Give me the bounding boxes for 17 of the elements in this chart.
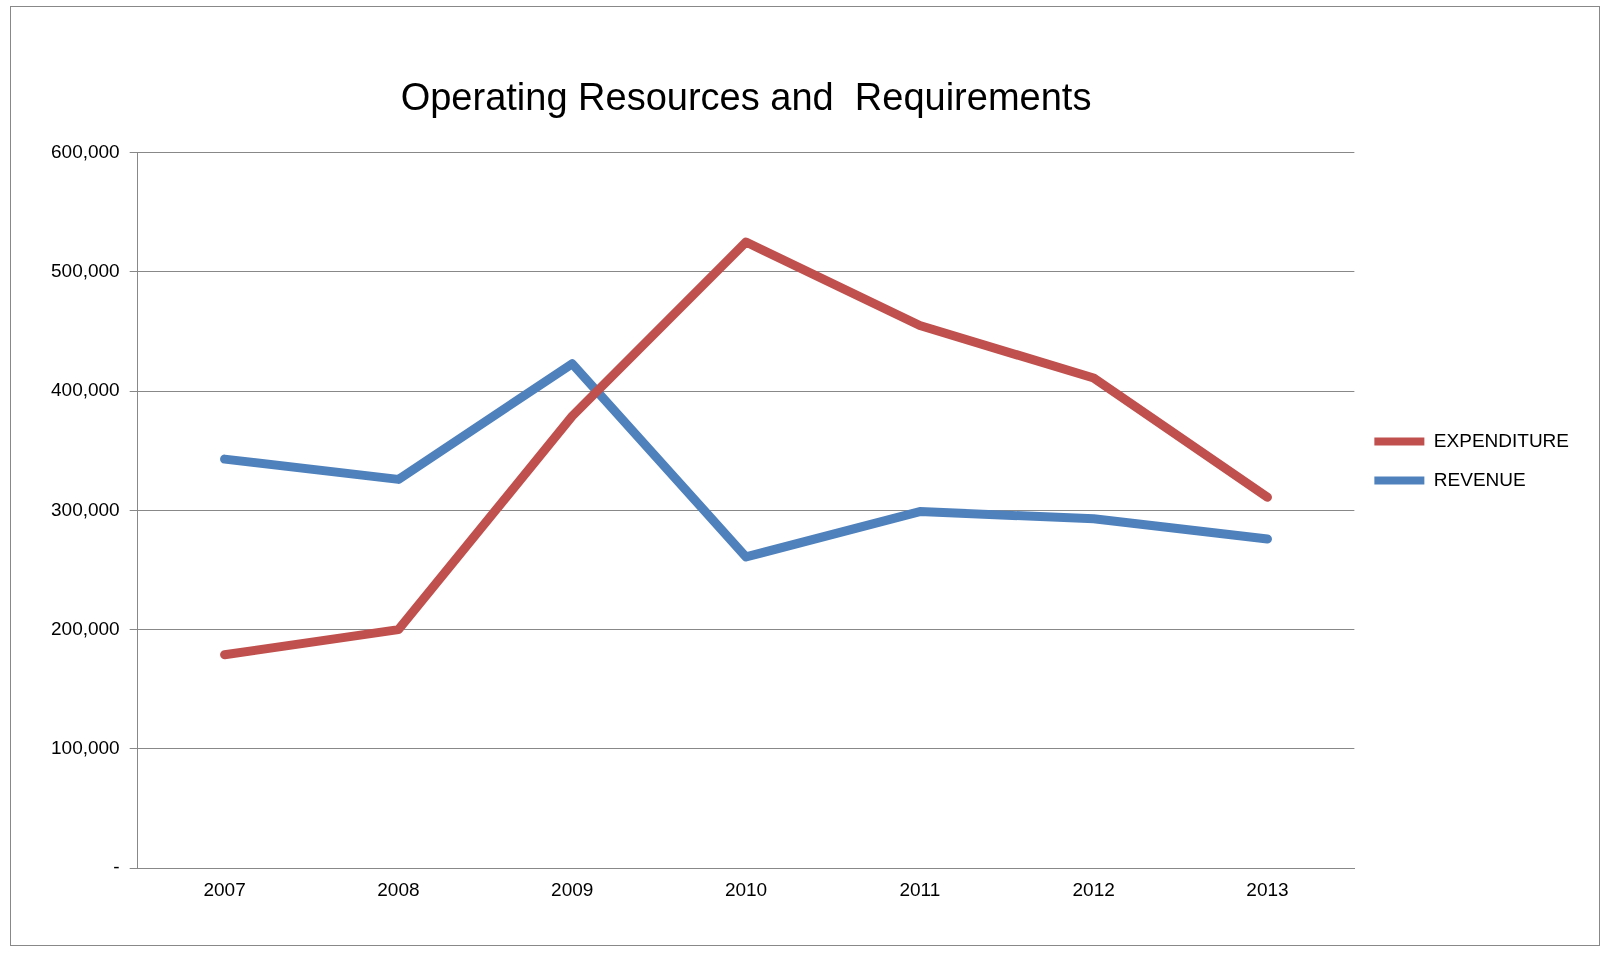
x-tick-label: 2010 xyxy=(724,878,768,900)
x-tick-label: 2012 xyxy=(1072,878,1115,900)
x-tick-label: 2013 xyxy=(1246,878,1289,900)
y-tick-label: 500,000 xyxy=(50,260,120,282)
legend-label: EXPENDITURE xyxy=(1433,429,1570,451)
x-tick-label: 2009 xyxy=(551,878,594,900)
y-tick-label: 100,000 xyxy=(50,737,120,759)
y-tick-label: 400,000 xyxy=(50,379,120,401)
x-tick-label: 2008 xyxy=(377,878,420,900)
y-tick-label: 300,000 xyxy=(50,498,120,520)
x-tick-label: 2011 xyxy=(899,878,941,900)
y-tick-label: 600,000 xyxy=(50,140,120,162)
y-tick-label: - xyxy=(113,856,120,878)
x-tick-label: 2007 xyxy=(203,878,246,900)
chart-title: Operating Resources and Requirements xyxy=(400,76,1092,119)
legend-label: REVENUE xyxy=(1433,468,1526,490)
y-tick-label: 200,000 xyxy=(50,617,120,639)
